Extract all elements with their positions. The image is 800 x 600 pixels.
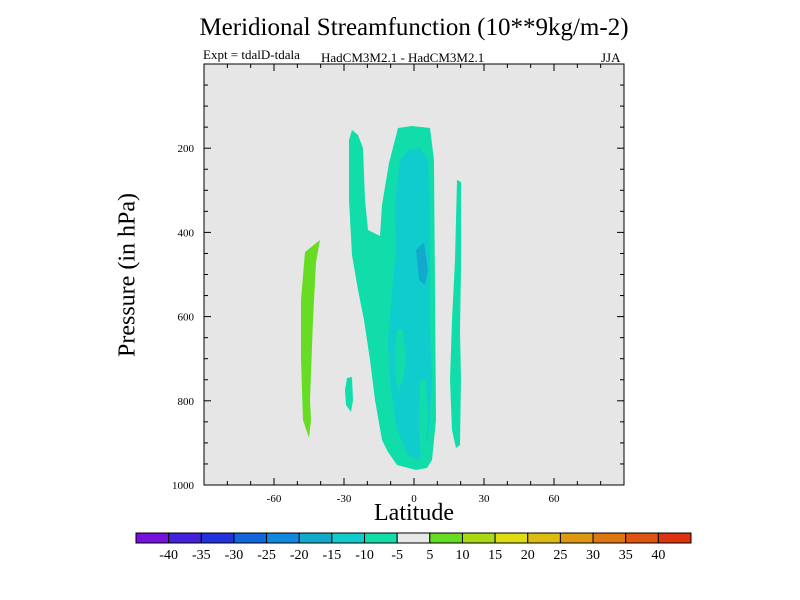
colorbar-label: -35	[192, 548, 211, 563]
x-tick-label: 30	[479, 493, 491, 505]
region-cyan-lower	[419, 380, 428, 455]
colorbar-labels: -40 -35 -30 -25 -20 -15 -10 -5 5 10 15 20 25 30 35 40	[159, 548, 665, 563]
colorbar-box	[592, 532, 627, 544]
experiment-label: Expt = tdalD-tdala	[203, 47, 300, 62]
colorbar-box	[331, 532, 366, 544]
region-green-left	[301, 240, 320, 438]
colorbar-label: -10	[355, 548, 374, 563]
region-blue-core	[416, 242, 428, 285]
colorbar-label: 10	[455, 548, 469, 563]
y-tick-label: 800	[178, 396, 195, 408]
colorbar-box	[559, 532, 594, 544]
colorbar-box	[625, 532, 659, 544]
colorbar-label: 20	[521, 548, 535, 563]
colorbar-label: -25	[257, 548, 276, 563]
colorbar-label: 30	[586, 548, 600, 563]
colorbar-box	[429, 532, 463, 544]
colorbar-box	[657, 532, 692, 544]
colorbar-box	[396, 532, 431, 544]
colorbar-label: 40	[651, 548, 665, 563]
y-tick-label: 400	[178, 227, 195, 239]
colorbar-label: -15	[323, 548, 342, 563]
axis-ticks	[204, 64, 624, 486]
colorbar-box	[494, 532, 529, 544]
colorbar-label: -30	[225, 548, 244, 563]
x-tick-label: -30	[337, 493, 352, 505]
axis-tick-labels: -60 -30 0 30 60 200 400 600 800 1000	[172, 143, 560, 505]
colorbar-box	[135, 532, 170, 544]
colorbar-box	[266, 532, 300, 544]
y-tick-label: 200	[178, 143, 195, 155]
model-label: HadCM3M2.1 - HadCM3M2.1	[321, 50, 485, 65]
colorbar-box	[298, 532, 333, 544]
x-tick-label: 60	[549, 493, 561, 505]
colorbar-label: 15	[488, 548, 502, 563]
colorbar-box	[168, 532, 202, 544]
colorbar-box	[364, 532, 398, 544]
colorbar-label: 5	[426, 548, 433, 563]
colorbar-label: -20	[290, 548, 309, 563]
colorbar-box	[200, 532, 235, 544]
contour-regions	[301, 126, 461, 470]
colorbar-label: 25	[553, 548, 567, 563]
colorbar-box	[233, 532, 268, 544]
colorbar-box	[461, 532, 496, 544]
y-tick-label: 1000	[172, 480, 195, 492]
colorbar-box	[527, 532, 561, 544]
region-cyan-small-patch	[345, 377, 353, 412]
x-tick-label: 0	[411, 493, 417, 505]
colorbar-boxes	[135, 532, 692, 544]
colorbar-label: 35	[619, 548, 633, 563]
season-label: JJA	[601, 50, 621, 65]
y-tick-label: 600	[178, 312, 195, 324]
x-axis-title: Latitude	[374, 500, 454, 526]
region-cyan-right-band-top	[453, 290, 458, 340]
chart-title: Meridional Streamfunction (10**9kg/m-2)	[199, 14, 629, 41]
region-cyan-inner	[395, 330, 406, 390]
colorbar-label: -5	[391, 548, 403, 563]
colorbar-label: -40	[159, 548, 178, 563]
x-tick-label: -60	[267, 493, 282, 505]
